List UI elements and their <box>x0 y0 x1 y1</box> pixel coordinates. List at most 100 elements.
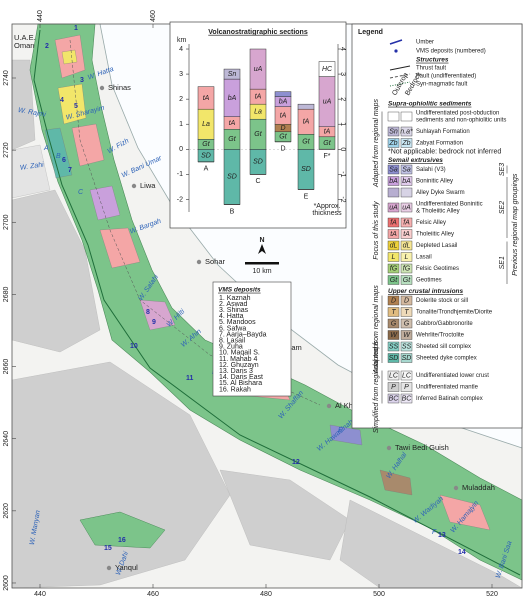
vms-title: VMS deposits <box>218 287 261 294</box>
vms-symbol-dot <box>394 49 398 53</box>
legend-structure-label: Fault (undifferentiated) <box>416 74 476 80</box>
legend-swatch-outcrop <box>387 275 400 285</box>
unit-patch <box>71 123 105 167</box>
section-unit-code: HC <box>322 66 333 73</box>
grouping-label: SE3 <box>499 163 506 176</box>
mantle-area <box>11 361 231 589</box>
legend-swatch-outcrop <box>387 164 400 175</box>
legend-heading: Structures <box>416 57 449 64</box>
legend-swatch-bedrock <box>400 393 413 404</box>
vms-number: 5 <box>74 103 78 110</box>
axis-label: -2 <box>339 196 346 202</box>
legend-swatch-bedrock <box>400 370 413 381</box>
vms-number: 16 <box>118 537 126 544</box>
unit-patch <box>379 469 413 496</box>
section-letter: B <box>56 153 61 160</box>
axis-label: 1 <box>179 121 183 128</box>
axis-label: -2 <box>177 196 183 203</box>
legend-swatch-bedrock <box>400 187 413 198</box>
unit-patch <box>89 185 121 221</box>
legend-swatch-bedrock <box>400 382 413 392</box>
vms-item: 4. Hatta <box>219 313 244 320</box>
legend-label: Undifferentiated Boninitic <box>416 202 483 208</box>
ophiolite-inlier <box>79 511 166 549</box>
legend-label: Undifferentiated mantle <box>416 385 479 391</box>
section-unit-code: Sn <box>228 71 237 78</box>
legend-label: Boninitic Alley <box>416 179 453 185</box>
legend-code: fG <box>390 265 398 272</box>
vms-item: 8. Lasail <box>219 338 246 345</box>
structure-symbol <box>389 73 411 79</box>
legend-label: Dolerite stock or sill <box>416 298 468 304</box>
structure-symbol <box>389 81 411 87</box>
town-marker <box>196 259 202 265</box>
vms-item: 2. Aswad <box>219 301 248 308</box>
town-label: Tawi Bedi Guish <box>395 443 449 452</box>
legend-swatch-outcrop <box>387 370 400 381</box>
legend-code: dL <box>403 242 411 249</box>
grouping-label: SE2 <box>499 201 506 214</box>
legend-swatch-outcrop <box>387 295 400 306</box>
grid-label: 2640 <box>3 431 10 447</box>
legend-code: T <box>391 309 396 316</box>
unit-patch <box>57 83 87 125</box>
legend-label: Gabbro/Gabbronorite <box>416 321 473 327</box>
vms-number: 3 <box>80 77 84 84</box>
side-label: Adapted from regional maps <box>373 99 380 188</box>
town-label: Muladdah <box>462 483 495 492</box>
town-marker <box>326 403 332 409</box>
town-label: Yanqul <box>115 563 138 572</box>
axis-label: -1 <box>339 171 346 177</box>
vms-number: 15 <box>104 545 112 552</box>
legend-code: Sa <box>402 166 411 173</box>
section-unit-code: tA <box>229 120 236 127</box>
legend-code: SS <box>402 343 412 350</box>
grid-label: 2740 <box>3 70 10 86</box>
legend-label: Zabyat Formation <box>416 141 463 147</box>
legend-label: sediments and non-ophiolitic units <box>416 118 506 124</box>
legend-swatch-outcrop <box>387 382 400 392</box>
section-letter: E <box>338 427 343 434</box>
scale-label: 10 km <box>252 268 271 275</box>
unit-patch <box>99 227 141 269</box>
legend-swatch-outcrop <box>387 393 400 404</box>
legend-code: fG <box>403 265 411 272</box>
town-marker <box>453 485 459 491</box>
legend-swatch-outcrop <box>387 263 400 274</box>
vms-item: 12. Ghuzayn <box>219 362 259 369</box>
legend-label: Suhlayah Formation <box>416 129 470 135</box>
vms-item: 14. Daris East <box>219 374 263 381</box>
legend-label: Wehrlite/Troctolite <box>416 333 465 339</box>
town-label: Oman <box>14 41 34 50</box>
section-unit-code: tA <box>324 129 331 136</box>
section-unit-code: Gt <box>302 139 310 146</box>
vms-item: 6. Safwa <box>219 325 246 332</box>
vms-number: 10 <box>130 343 138 350</box>
axis-label: 4 <box>339 47 346 51</box>
legend-swatch-outcrop <box>387 217 400 228</box>
structure-symbol <box>389 65 411 71</box>
legend-swatch-bedrock <box>400 252 413 262</box>
section-name: D <box>280 146 285 153</box>
legend-swatch-bedrock <box>400 307 413 317</box>
section-unit-code: tA <box>303 119 310 126</box>
legend-code: LC <box>402 372 412 379</box>
section-unit-code: tA <box>255 94 262 101</box>
axis-label: 1 <box>339 122 346 126</box>
section-unit-code: Gt <box>228 136 236 143</box>
legend-panel <box>351 23 523 429</box>
section-unit <box>223 68 241 80</box>
legend-swatch-bedrock <box>400 341 413 352</box>
legend-label: Tholeiitic Alley <box>416 232 454 238</box>
vms-number: 12 <box>292 459 300 466</box>
legend-label: & Tholeiitic Alley <box>416 209 460 215</box>
legend-code: SS <box>389 343 399 350</box>
legend-label: Undifferentiated post-obduction <box>416 111 499 117</box>
vms-panel <box>212 281 292 397</box>
legend-swatch-bedrock <box>400 275 413 285</box>
section-unit-code: Gt <box>279 134 287 141</box>
grid-label: 2620 <box>3 503 10 519</box>
legend-swatch-bedrock <box>400 126 413 137</box>
section-unit-code: Gt <box>254 131 262 138</box>
north-arrow <box>258 244 266 254</box>
